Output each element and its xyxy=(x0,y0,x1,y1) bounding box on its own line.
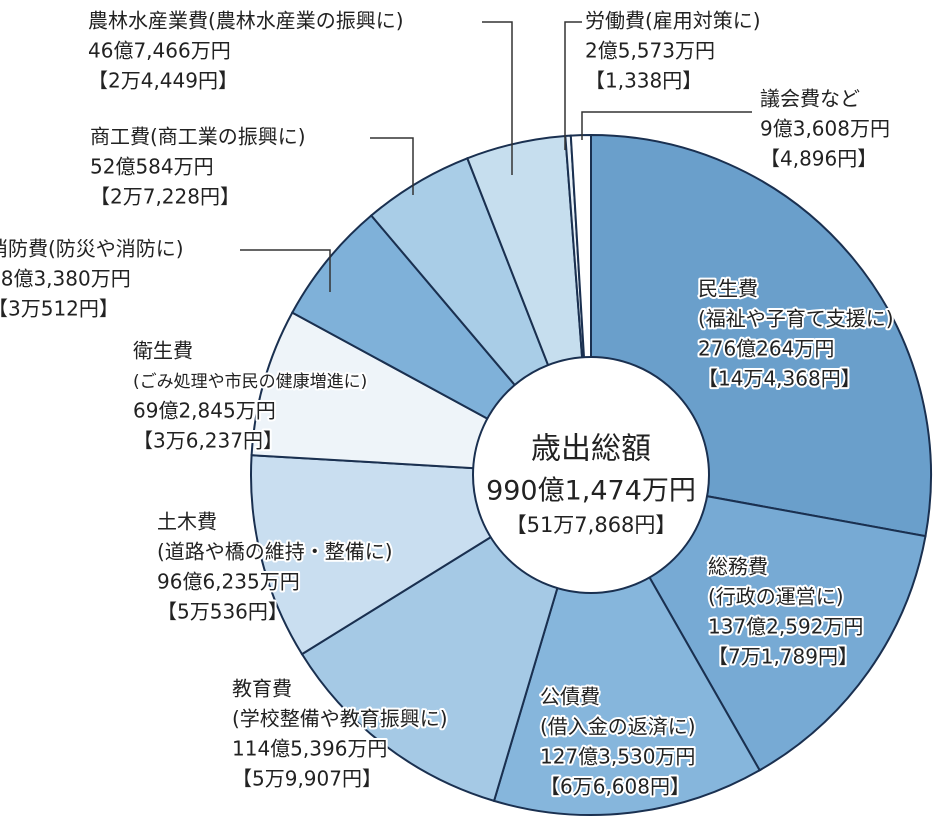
chart: 歳出総額 990億1,474万円 【51万7,868円】 民生費 (福祉や子育て支… xyxy=(0,0,939,820)
category-description: (福祉や子育て支援に) xyxy=(698,307,894,331)
category-description: (雇用対策に) xyxy=(645,9,761,33)
value-label: 9億3,608万円 xyxy=(760,117,890,141)
per-person-label: 【3万6,237円】 xyxy=(133,429,283,453)
total-per-person: 【51万7,868円】 xyxy=(506,513,677,537)
value-label: 2億5,573万円 xyxy=(585,39,715,63)
category-description: (学校整備や教育振興に) xyxy=(232,707,448,731)
category-label: 労働費 xyxy=(585,9,645,33)
total-label: 990億1,474万円 xyxy=(486,476,696,507)
per-person-label: 【5万9,907円】 xyxy=(232,767,382,791)
value-label: 52億584万円 xyxy=(90,155,214,179)
leader-line xyxy=(565,22,582,150)
per-person-label: 【1,338円】 xyxy=(585,69,702,93)
per-person-label: 【2万7,228円】 xyxy=(90,185,240,209)
per-person-label: 【5万536円】 xyxy=(157,600,288,624)
value-label: 96億6,235万円 xyxy=(157,570,300,594)
category-description: (道路や橋の維持・整備に) xyxy=(157,540,393,564)
category-description: (行政の運営に) xyxy=(708,585,844,609)
per-person-label: 【7万1,789円】 xyxy=(708,645,858,669)
value-label: 58億3,380万円 xyxy=(0,267,131,291)
value-label: 276億264万円 xyxy=(698,337,834,361)
category-label: 総務費 xyxy=(708,555,768,579)
category-label: 公債費 xyxy=(540,685,600,709)
category-label: 教育費 xyxy=(232,677,292,701)
category-label: 土木費 xyxy=(157,510,217,534)
per-person-label: 【4,896円】 xyxy=(760,147,877,171)
category-description: (ごみ処理や市民の健康増進に) xyxy=(133,372,367,392)
category-label: 商工費 xyxy=(90,125,150,149)
chart-title: 歳出総額 xyxy=(531,432,651,467)
per-person-label: 【6万6,608円】 xyxy=(540,775,690,799)
category-label: 民生費 xyxy=(698,277,758,301)
category-description: (商工業の振興に) xyxy=(150,125,306,149)
category-label: 農林水産業費 xyxy=(88,9,208,33)
per-person-label: 【14万4,368円】 xyxy=(698,367,861,391)
leader-line xyxy=(370,138,413,195)
category-description: (借入金の返済に) xyxy=(540,715,696,739)
value-label: 114億5,396万円 xyxy=(232,737,387,761)
category-label: 消防費 xyxy=(0,237,48,261)
value-label: 137億2,592万円 xyxy=(708,615,863,639)
value-label: 127億3,530万円 xyxy=(540,745,695,769)
category-description: (防災や消防に) xyxy=(48,237,184,261)
value-label: 46億7,466万円 xyxy=(88,39,231,63)
category-description: (農林水産業の振興に) xyxy=(208,9,404,33)
value-label: 69億2,845万円 xyxy=(133,399,276,423)
per-person-label: 【2万4,449円】 xyxy=(88,69,238,93)
per-person-label: 【3万512円】 xyxy=(0,297,119,321)
category-label: 議会費など xyxy=(760,87,860,111)
category-label: 衛生費 xyxy=(133,339,193,363)
